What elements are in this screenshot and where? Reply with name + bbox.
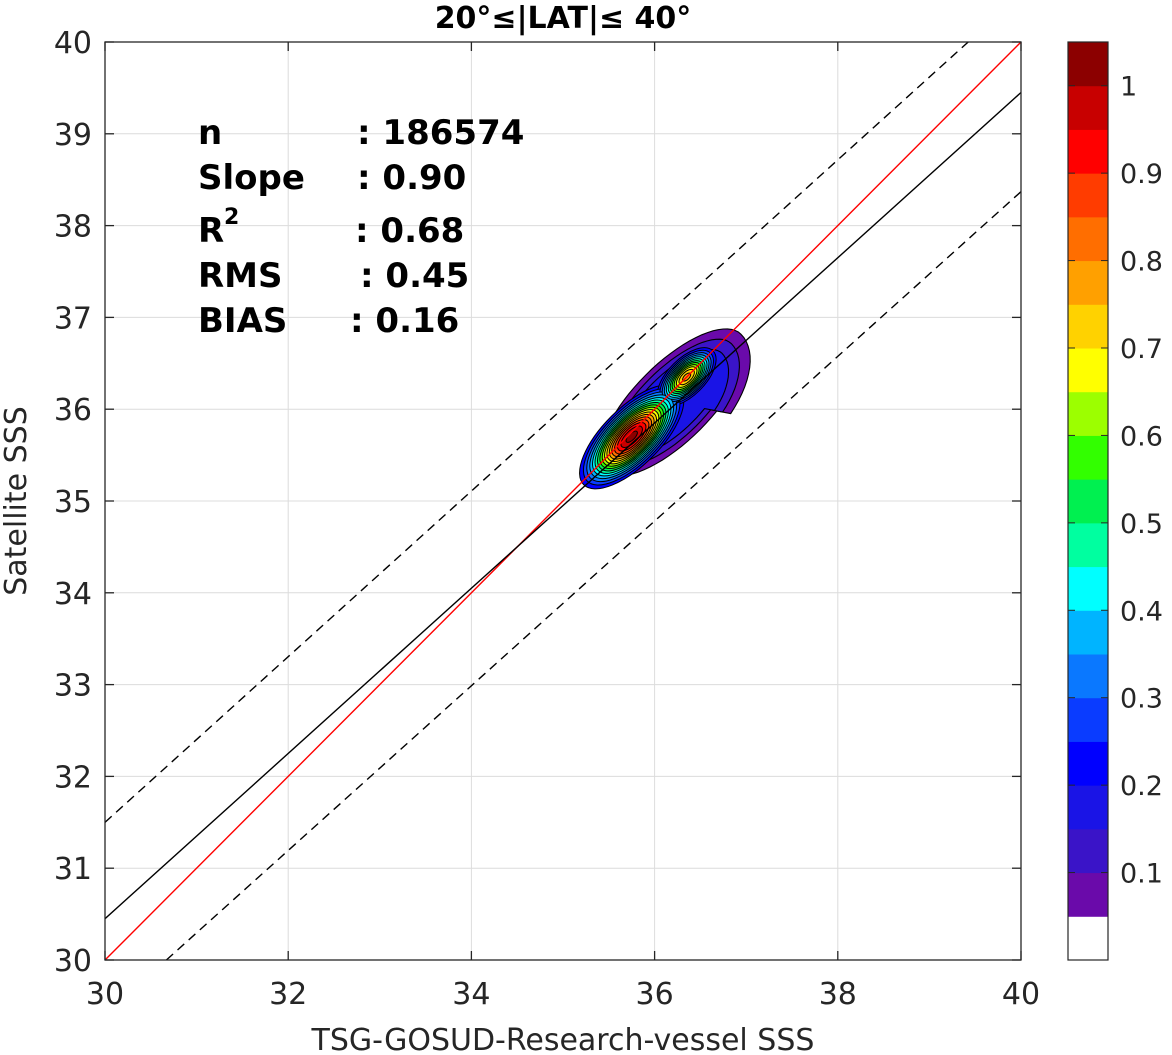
colorbar: 0.1 0.2 0.3 0.4 0.5 0.6 0.7 0.8 0.9 1 bbox=[1067, 41, 1163, 961]
colorbar-swatch bbox=[1068, 348, 1108, 393]
stat-rms-value: : 0.45 bbox=[360, 256, 469, 296]
colorbar-swatch bbox=[1068, 173, 1108, 218]
colorbar-swatch bbox=[1068, 129, 1108, 174]
colorbar-swatch bbox=[1068, 260, 1108, 305]
y-tick-label: 31 bbox=[54, 852, 92, 887]
colorbar-swatch bbox=[1068, 479, 1108, 524]
colorbar-swatch bbox=[1068, 697, 1108, 742]
y-tick-label: 32 bbox=[54, 760, 92, 795]
colorbar-label: 0.1 bbox=[1120, 859, 1163, 890]
stat-r2-sup: 2 bbox=[224, 205, 239, 230]
colorbar-swatch bbox=[1068, 741, 1108, 786]
colorbar-swatch bbox=[1068, 304, 1108, 349]
colorbar-swatch bbox=[1068, 216, 1108, 262]
colorbar-label: 0.3 bbox=[1120, 684, 1163, 715]
upper_bound-line bbox=[105, 42, 970, 823]
stat-r2-label: R bbox=[198, 211, 224, 251]
y-axis-title: Satellite SSS bbox=[0, 406, 34, 596]
identity-line bbox=[105, 42, 1021, 960]
reference-lines bbox=[105, 42, 1021, 960]
colorbar-swatch bbox=[1068, 785, 1108, 830]
colorbar-label: 0.6 bbox=[1120, 421, 1163, 452]
stat-n-value: : 186574 bbox=[357, 113, 524, 153]
stat-rms-label: RMS bbox=[198, 256, 283, 296]
x-tick-label: 32 bbox=[269, 977, 307, 1012]
colorbar-label: 0.4 bbox=[1120, 596, 1163, 627]
colorbar-swatch bbox=[1068, 654, 1108, 699]
colorbar-frame bbox=[1067, 41, 1109, 961]
fit-line bbox=[105, 91, 1021, 920]
colorbar-label: 0.2 bbox=[1120, 771, 1163, 802]
y-tick-label: 30 bbox=[54, 944, 92, 979]
x-tick-label: 38 bbox=[819, 977, 857, 1012]
stat-slope-label: Slope bbox=[198, 158, 305, 198]
colorbar-label: 0.7 bbox=[1120, 334, 1163, 365]
axis-ticks: 30 32 34 36 38 40 30 31 32 33 34 35 36 37 38 39 40 bbox=[54, 26, 1040, 1012]
colorbar-swatch bbox=[1068, 435, 1108, 480]
y-tick-label: 36 bbox=[54, 393, 92, 428]
y-tick-label: 34 bbox=[54, 577, 92, 612]
colorbar-swatch bbox=[1068, 610, 1108, 655]
stat-r2-value: : 0.68 bbox=[355, 211, 464, 251]
x-axis-title: TSG-GOSUD-Research-vessel SSS bbox=[311, 1023, 815, 1055]
stat-bias-value: : 0.16 bbox=[350, 301, 459, 341]
stat-n-label: n bbox=[198, 113, 222, 153]
y-tick-label: 40 bbox=[54, 26, 92, 61]
y-tick-label: 33 bbox=[54, 669, 92, 704]
colorbar-label: 0.8 bbox=[1120, 247, 1163, 278]
y-tick-label: 39 bbox=[54, 118, 92, 153]
stat-slope-value: : 0.90 bbox=[357, 158, 466, 198]
colorbar-label: 0.5 bbox=[1120, 509, 1163, 540]
colorbar-swatch bbox=[1068, 522, 1108, 568]
stat-bias-label: BIAS bbox=[198, 301, 287, 341]
colorbar-swatch bbox=[1068, 872, 1108, 917]
x-tick-label: 34 bbox=[452, 977, 490, 1012]
colorbar-swatch bbox=[1068, 85, 1108, 130]
stats-box: n : 186574 Slope : 0.90 R 2 : 0.68 RMS :… bbox=[198, 113, 524, 341]
colorbar-label: 0.9 bbox=[1120, 159, 1163, 190]
colorbar-swatch bbox=[1068, 42, 1108, 87]
colorbar-label: 1 bbox=[1120, 72, 1137, 103]
colorbar-swatch bbox=[1068, 391, 1108, 436]
x-tick-label: 36 bbox=[636, 977, 674, 1012]
y-tick-label: 38 bbox=[54, 210, 92, 245]
colorbar-swatch bbox=[1068, 566, 1108, 611]
y-tick-label: 35 bbox=[54, 485, 92, 520]
lower_bound-line bbox=[165, 191, 1021, 960]
colorbar-swatch bbox=[1068, 828, 1108, 874]
grid bbox=[104, 41, 1022, 961]
x-tick-label: 30 bbox=[86, 977, 124, 1012]
colorbar-swatch bbox=[1068, 916, 1108, 961]
x-tick-label: 40 bbox=[1002, 977, 1040, 1012]
y-tick-label: 37 bbox=[54, 301, 92, 336]
chart-title: 20°≤|LAT|≤ 40° bbox=[435, 1, 692, 36]
